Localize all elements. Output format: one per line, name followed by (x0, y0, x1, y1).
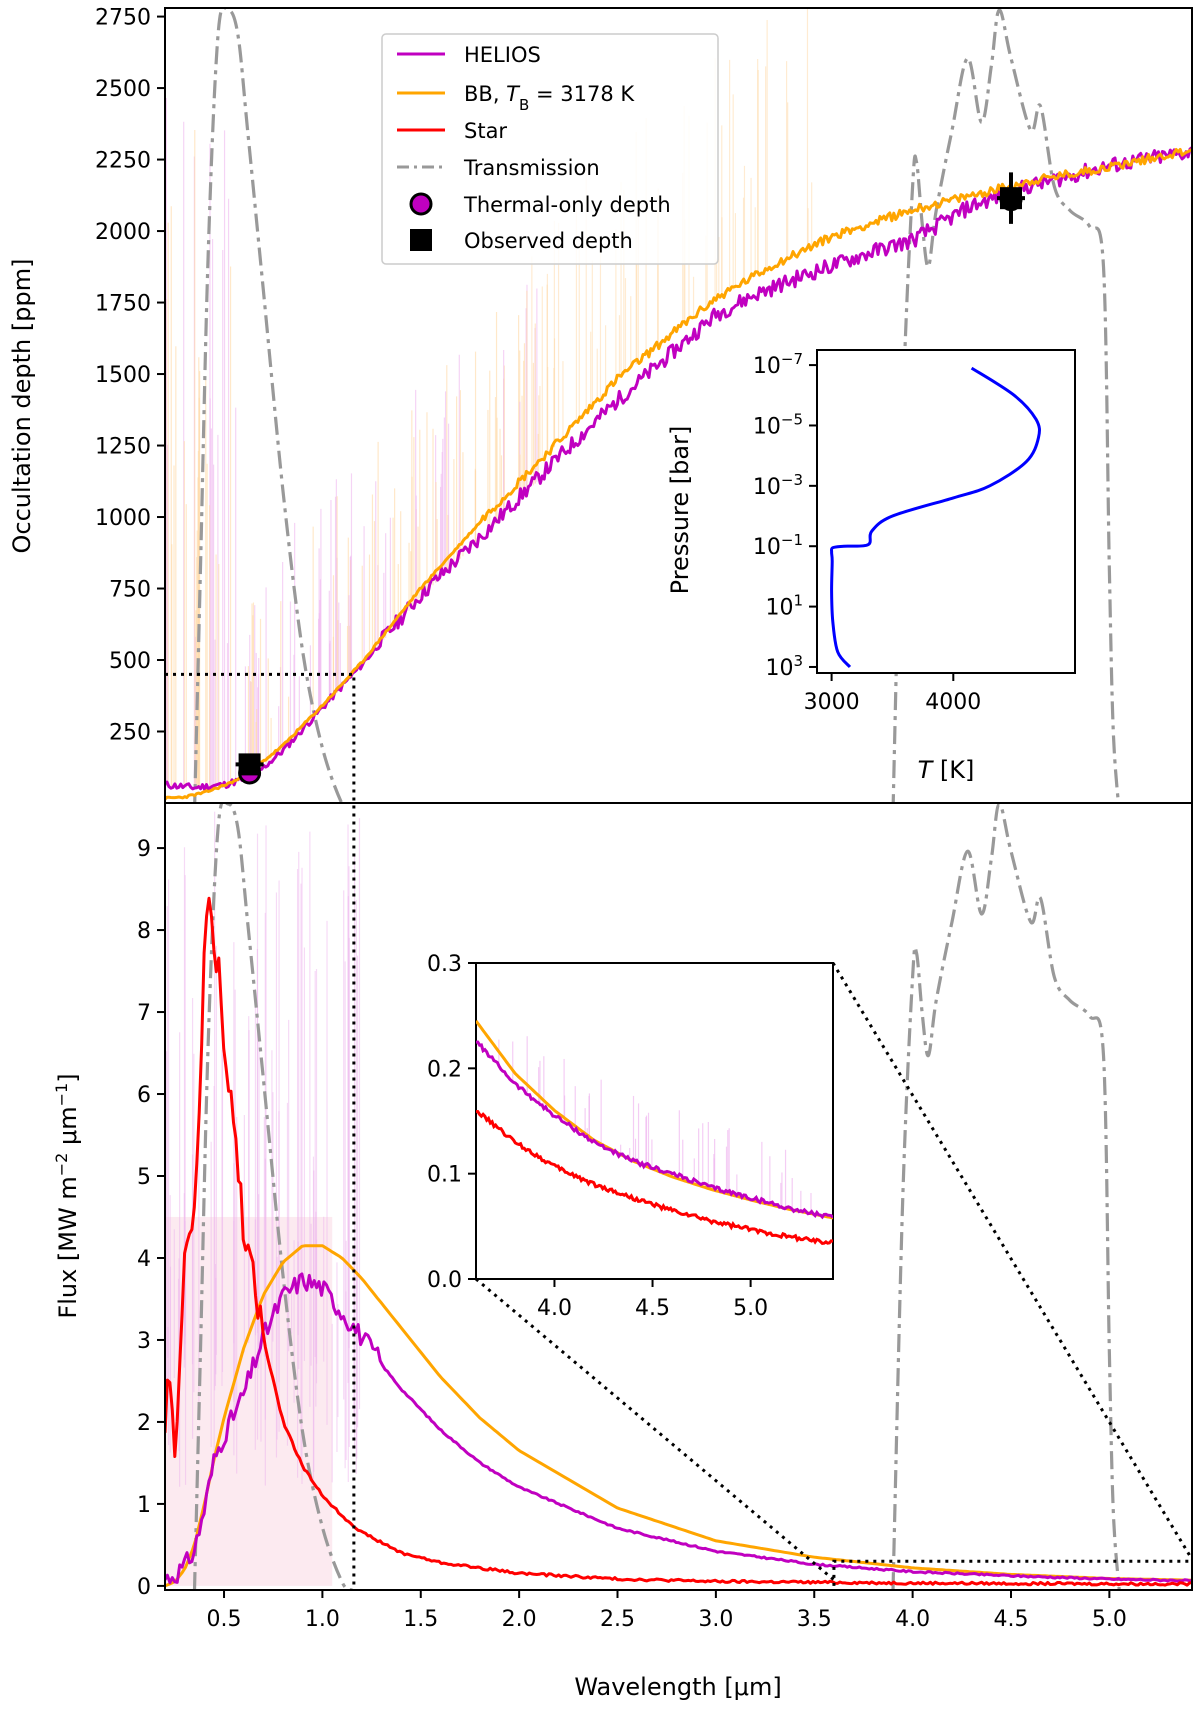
inset-y-tick-label: 0.1 (427, 1163, 462, 1188)
transmission-curve-1 (891, 8, 1121, 803)
y-tick-label: 2250 (95, 149, 151, 174)
tp-x-tick-label: 3000 (804, 690, 860, 715)
inset-x-tick-label: 4.5 (635, 1296, 670, 1321)
y-tick-label: 6 (137, 1083, 151, 1108)
bb-flux-curve (165, 1244, 1192, 1588)
observed-depth-marker (999, 187, 1022, 210)
zoom-connector-upper (831, 962, 1194, 1561)
transmission-curve-1 (891, 803, 1121, 1590)
tp-y-tick-label: 10−5 (753, 410, 803, 439)
legend-box (381, 33, 719, 265)
tp-inset-x-label: T [K] (918, 756, 975, 784)
y-tick-label: 2000 (95, 220, 151, 245)
x-tick-label: 1.0 (305, 1607, 340, 1632)
x-tick-label: 0.5 (207, 1607, 242, 1632)
y-tick-label: 5 (137, 1165, 151, 1190)
y-tick-label: 750 (109, 578, 151, 603)
inset-curve-1 (476, 1040, 833, 1220)
x-tick-label: 1.5 (403, 1607, 438, 1632)
tp-y-tick-label: 101 (765, 592, 803, 621)
y-tick-label: 2750 (95, 6, 151, 31)
tp-y-tick-label: 103 (765, 652, 803, 681)
observed-depth-marker (238, 753, 261, 776)
legend-label-helios: HELIOS (464, 43, 541, 67)
y-tick-label: 1000 (95, 506, 151, 531)
x-tick-label: 2.5 (600, 1607, 635, 1632)
zoom-connector-lower (475, 1277, 835, 1582)
tp-inset: 3000 4000 10−7 10−5 10−3 10−1 101 103 Pressure … (666, 349, 1076, 784)
y-tick-label: 4 (137, 1247, 151, 1272)
legend: HELIOS BB, TB = 3178 K Star Transmission… (381, 33, 719, 265)
inset-y-tick-label: 0.0 (427, 1268, 462, 1293)
flux-inset: 4.0 4.5 5.0 0.0 0.1 0.2 0.3 (427, 952, 834, 1321)
tp-inset-frame (816, 349, 1076, 674)
transmission-curve-0 (192, 803, 353, 1590)
x-tick-label: 3.5 (797, 1607, 832, 1632)
inset-x-tick-label: 5.0 (733, 1296, 768, 1321)
flux-inset-ticks: 4.0 4.5 5.0 0.0 0.1 0.2 0.3 (427, 952, 768, 1321)
y-tick-label: 0 (137, 1575, 151, 1600)
flux-inset-curves (476, 1020, 833, 1245)
x-tick-label: 5.0 (1092, 1607, 1127, 1632)
tp-y-tick-label: 10−7 (753, 350, 803, 379)
helios-flux-curve (165, 1272, 1192, 1585)
legend-label-observed: Observed depth (464, 229, 633, 253)
legend-label-star: Star (464, 119, 507, 143)
x-tick-label: 4.5 (993, 1607, 1028, 1632)
y-tick-label: 3 (137, 1329, 151, 1354)
y-tick-label: 1750 (95, 292, 151, 317)
bb-depth-curve (165, 147, 1192, 801)
y-tick-label: 1 (137, 1493, 151, 1518)
y-tick-label: 8 (137, 919, 151, 944)
y-tick-label: 2500 (95, 77, 151, 102)
transmission-curve-0 (193, 8, 344, 803)
y-tick-label: 1500 (95, 363, 151, 388)
depth-markers (235, 172, 1025, 785)
tp-inset-y-label: Pressure [bar] (666, 426, 694, 595)
x-tick-label: 2.0 (502, 1607, 537, 1632)
x-axis-label: Wavelength [μm] (574, 1673, 781, 1701)
legend-label-transmission: Transmission (463, 156, 600, 180)
tp-inset-ticks: 3000 4000 10−7 10−5 10−3 10−1 101 103 (753, 350, 981, 715)
y-tick-label: 2 (137, 1411, 151, 1436)
y-tick-label: 500 (109, 649, 151, 674)
x-tick-label: 3.0 (698, 1607, 733, 1632)
tp-x-tick-label: 4000 (925, 690, 981, 715)
bottom-y-axis-label: Flux [MW m−2 μm−1] (52, 1073, 83, 1318)
bottom-panel-curves (165, 803, 1192, 1590)
inset-y-tick-label: 0.3 (427, 952, 462, 977)
x-tick-label: 4.0 (895, 1607, 930, 1632)
bottom-ticks: 0 1 2 3 4 5 6 7 8 9 0.5 1.0 1.5 2.0 2.5 3.0 3.5 4.0 4.5 5.0 (137, 837, 1127, 1632)
top-panel-curves (165, 8, 1192, 803)
legend-label-bb: BB, TB = 3178 K (464, 82, 635, 114)
inset-x-tick-label: 4.0 (537, 1296, 572, 1321)
legend-marker-thermal (409, 192, 433, 216)
bottom-axes-frame (164, 802, 1193, 1591)
y-tick-label: 1250 (95, 435, 151, 460)
tp-y-tick-label: 10−1 (753, 531, 803, 560)
top-y-ticks: 250 500 750 1000 1250 1500 1750 2000 2250 2500 275… (95, 6, 165, 746)
legend-label-thermal: Thermal-only depth (463, 193, 671, 217)
tp-y-tick-label: 10−3 (753, 471, 803, 500)
zoom-box-infrared (832, 1559, 1192, 1586)
legend-marker-observed (410, 229, 432, 251)
zoom-indicators (165, 672, 1194, 1586)
y-tick-label: 250 (109, 721, 151, 746)
y-tick-label: 7 (137, 1001, 151, 1026)
y-tick-label: 9 (137, 837, 151, 862)
inset-curve-2 (476, 1110, 833, 1245)
star-flux-curve (165, 896, 1192, 1587)
flux-inset-frame (475, 962, 834, 1280)
tp-profile-line (829, 366, 1041, 669)
top-y-axis-label: Occultation depth [ppm] (8, 259, 36, 554)
inset-y-tick-label: 0.2 (427, 1057, 462, 1082)
tp-profile-curve (829, 366, 1041, 669)
